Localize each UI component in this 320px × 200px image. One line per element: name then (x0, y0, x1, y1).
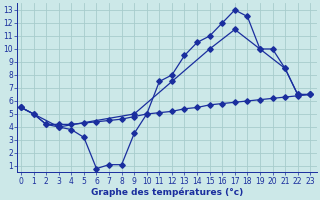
X-axis label: Graphe des températures (°c): Graphe des températures (°c) (91, 187, 243, 197)
